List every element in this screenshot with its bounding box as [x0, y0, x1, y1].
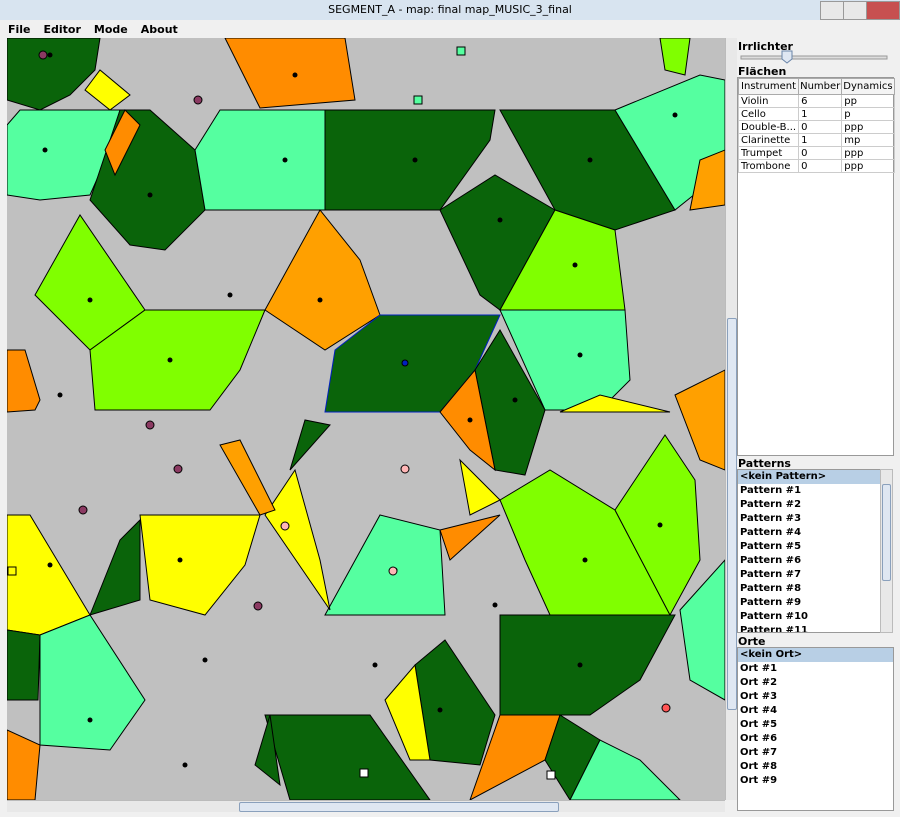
table-row[interactable]: Trumpet 0 ppp	[737, 146, 895, 160]
ort-item[interactable]: Ort #1	[740, 663, 778, 674]
table-row[interactable]: Cello 1 p	[737, 107, 895, 121]
irrlichter-label: Irrlichter	[738, 40, 793, 53]
column-header[interactable]: Dynamics	[841, 78, 895, 95]
scroll-thumb[interactable]	[239, 802, 559, 812]
column-header[interactable]: Instrument	[737, 78, 800, 95]
table-cell[interactable]: ppp	[841, 159, 895, 173]
maximize-button[interactable]	[843, 1, 867, 20]
menu-item[interactable]: Editor	[43, 23, 81, 36]
column-header[interactable]: Number	[798, 78, 843, 95]
orte-list: <kein Ort> Ort #1 Ort #2 Ort #3 Ort #4 Ort #5…	[737, 647, 894, 811]
table-cell[interactable]: 0	[798, 146, 843, 160]
table-cell[interactable]: 6	[798, 94, 843, 108]
orte-label: Orte	[738, 635, 766, 648]
ort-item[interactable]: Ort #2	[740, 677, 778, 688]
table-cell[interactable]: Clarinette	[737, 133, 800, 147]
table-cell[interactable]: 0	[798, 120, 843, 134]
pattern-item[interactable]: Pattern #5	[740, 541, 802, 552]
title-bar: SEGMENT_A - map: final map_MUSIC_3_final	[0, 0, 900, 20]
patterns-scrollbar[interactable]	[880, 469, 893, 633]
table-cell[interactable]: ppp	[841, 120, 895, 134]
voronoi-map	[7, 38, 725, 800]
pattern-item[interactable]: Pattern #11	[740, 625, 808, 633]
map-markers	[42, 52, 678, 768]
table-cell[interactable]: ppp	[841, 146, 895, 160]
table-row[interactable]: Clarinette 1 mp	[737, 133, 895, 147]
irrlichter-slider[interactable]	[738, 50, 890, 64]
table-cell[interactable]: Cello	[737, 107, 800, 121]
ort-item[interactable]: <kein Ort>	[738, 648, 893, 662]
instrument-table: Instrument Number Dynamics Violin 6 pp Cello 1 p…	[737, 77, 895, 456]
table-row[interactable]: Double-B... 0 ppp	[737, 120, 895, 134]
menu-bar: File Editor Mode About	[0, 20, 900, 38]
patterns-label: Patterns	[738, 457, 791, 470]
vertical-scrollbar[interactable]	[725, 38, 737, 800]
table-cell[interactable]: 1	[798, 133, 843, 147]
pattern-item[interactable]: Pattern #8	[740, 583, 802, 594]
ort-item[interactable]: Ort #8	[740, 761, 778, 772]
flaechen-label: Flächen	[738, 65, 787, 78]
ort-item[interactable]: Ort #3	[740, 691, 778, 702]
table-cell[interactable]: pp	[841, 94, 895, 108]
pattern-item[interactable]: Pattern #10	[740, 611, 808, 622]
ort-item[interactable]: Ort #9	[740, 775, 778, 786]
horizontal-scrollbar[interactable]	[7, 800, 725, 812]
table-cell[interactable]: 0	[798, 159, 843, 173]
scroll-thumb[interactable]	[882, 484, 891, 581]
table-cell[interactable]: Violin	[737, 94, 800, 108]
table-cell[interactable]: p	[841, 107, 895, 121]
map-cells	[7, 38, 725, 800]
pattern-item[interactable]: Pattern #4	[740, 527, 802, 538]
scroll-thumb[interactable]	[727, 318, 737, 710]
table-row[interactable]: Trombone 0 ppp	[737, 159, 895, 173]
pattern-item[interactable]: Pattern #9	[740, 597, 802, 608]
pattern-item[interactable]: Pattern #3	[740, 513, 802, 524]
ort-item[interactable]: Ort #4	[740, 705, 778, 716]
menu-item[interactable]: Mode	[93, 23, 128, 36]
pattern-item[interactable]: <kein Pattern>	[738, 470, 881, 484]
window-title: SEGMENT_A - map: final map_MUSIC_3_final	[328, 3, 572, 16]
minimize-button[interactable]	[820, 1, 844, 20]
menu-item[interactable]: File	[8, 23, 31, 36]
table-cell[interactable]: Trumpet	[737, 146, 800, 160]
table-row[interactable]: Violin 6 pp	[737, 94, 895, 108]
table-cell[interactable]: mp	[841, 133, 895, 147]
pattern-item[interactable]: Pattern #2	[740, 499, 802, 510]
ort-item[interactable]: Ort #7	[740, 747, 778, 758]
table-cell[interactable]: Double-B...	[737, 120, 800, 134]
pattern-item[interactable]: Pattern #1	[740, 485, 802, 496]
close-button[interactable]	[866, 1, 900, 20]
patterns-list: <kein Pattern> Pattern #1 Pattern #2 Patter…	[737, 469, 882, 633]
ort-item[interactable]: Ort #5	[740, 719, 778, 730]
pattern-item[interactable]: Pattern #7	[740, 569, 802, 580]
menu-item[interactable]: About	[140, 23, 178, 36]
table-cell[interactable]: Trombone	[737, 159, 800, 173]
ort-item[interactable]: Ort #6	[740, 733, 778, 744]
map-points	[7, 46, 671, 780]
pattern-item[interactable]: Pattern #6	[740, 555, 802, 566]
table-cell[interactable]: 1	[798, 107, 843, 121]
